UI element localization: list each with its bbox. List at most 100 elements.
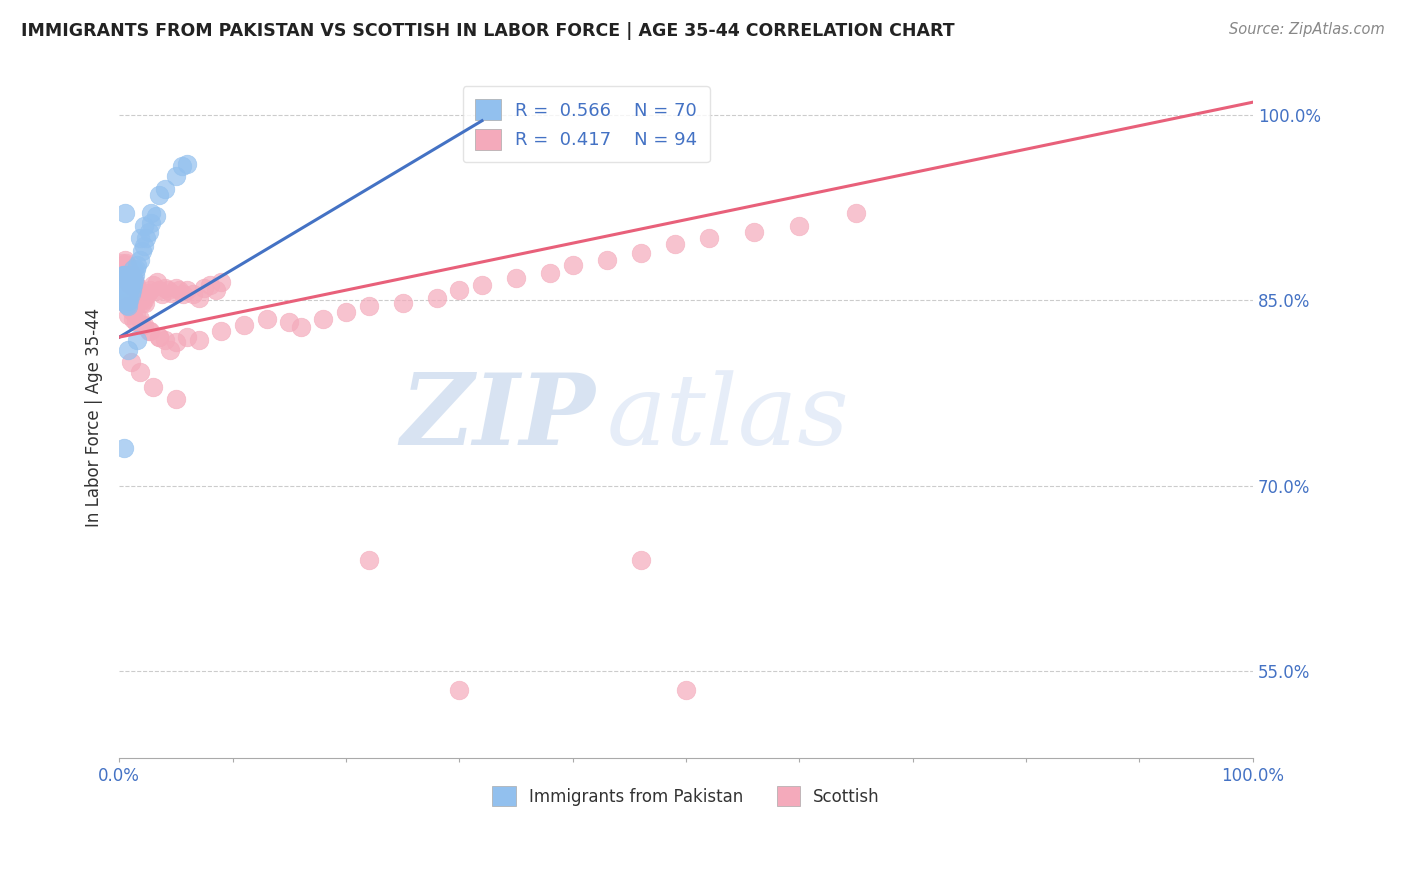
Point — [114, 278, 136, 293]
Point — [117, 299, 139, 313]
Point — [505, 270, 527, 285]
Point — [117, 275, 139, 289]
Point — [115, 268, 138, 283]
Point — [233, 318, 256, 332]
Point — [134, 219, 156, 233]
Point — [145, 209, 167, 223]
Point — [112, 268, 135, 283]
Point — [135, 288, 157, 302]
Point — [114, 268, 136, 283]
Point — [148, 330, 170, 344]
Point — [357, 299, 380, 313]
Point — [115, 281, 138, 295]
Point — [165, 335, 187, 350]
Point — [122, 278, 145, 293]
Point — [138, 324, 160, 338]
Point — [127, 333, 149, 347]
Point — [176, 283, 198, 297]
Point — [115, 270, 138, 285]
Point — [117, 262, 139, 277]
Point — [148, 188, 170, 202]
Point — [110, 275, 132, 289]
Point — [110, 281, 132, 295]
Point — [187, 333, 209, 347]
Point — [115, 289, 138, 303]
Point — [176, 157, 198, 171]
Point — [187, 291, 209, 305]
Point — [114, 253, 136, 268]
Point — [139, 206, 162, 220]
Point — [165, 392, 187, 406]
Point — [176, 330, 198, 344]
Point — [128, 311, 150, 326]
Point — [111, 275, 134, 289]
Point — [117, 308, 139, 322]
Point — [204, 283, 226, 297]
Point — [138, 225, 160, 239]
Point — [115, 281, 138, 295]
Point — [124, 268, 146, 283]
Point — [789, 219, 811, 233]
Point — [136, 285, 159, 300]
Point — [117, 343, 139, 357]
Point — [125, 315, 148, 329]
Point — [112, 283, 135, 297]
Point — [115, 259, 138, 273]
Point — [142, 278, 165, 293]
Point — [153, 281, 176, 295]
Text: ZIP: ZIP — [401, 369, 595, 466]
Point — [115, 276, 138, 290]
Point — [115, 276, 138, 290]
Point — [115, 285, 138, 300]
Point — [111, 286, 134, 301]
Point — [118, 277, 141, 291]
Point — [538, 266, 561, 280]
Point — [148, 330, 170, 344]
Point — [115, 295, 138, 310]
Point — [115, 270, 138, 285]
Point — [697, 231, 720, 245]
Point — [111, 268, 134, 283]
Point — [449, 283, 471, 297]
Point — [278, 315, 301, 329]
Point — [120, 278, 142, 293]
Point — [114, 295, 136, 310]
Point — [845, 206, 868, 220]
Point — [139, 283, 162, 297]
Point — [120, 286, 142, 301]
Point — [114, 286, 136, 301]
Point — [122, 262, 145, 277]
Point — [118, 264, 141, 278]
Point — [139, 324, 162, 338]
Point — [148, 283, 170, 297]
Point — [120, 302, 142, 317]
Point — [160, 285, 183, 300]
Point — [118, 285, 141, 300]
Point — [145, 275, 167, 289]
Point — [128, 365, 150, 379]
Point — [121, 268, 143, 283]
Point — [110, 281, 132, 295]
Point — [131, 295, 153, 310]
Point — [165, 281, 187, 295]
Point — [335, 305, 357, 319]
Point — [114, 293, 136, 307]
Point — [112, 278, 135, 293]
Text: atlas: atlas — [607, 370, 849, 466]
Point — [121, 273, 143, 287]
Point — [256, 311, 278, 326]
Point — [111, 278, 134, 293]
Point — [134, 293, 156, 307]
Point — [111, 259, 134, 273]
Point — [131, 244, 153, 258]
Point — [117, 293, 139, 307]
Point — [391, 295, 413, 310]
Point — [115, 270, 138, 285]
Point — [125, 308, 148, 322]
Point — [156, 283, 179, 297]
Point — [120, 355, 142, 369]
Point — [111, 283, 134, 297]
Point — [128, 289, 150, 303]
Point — [426, 291, 449, 305]
Point — [117, 281, 139, 295]
